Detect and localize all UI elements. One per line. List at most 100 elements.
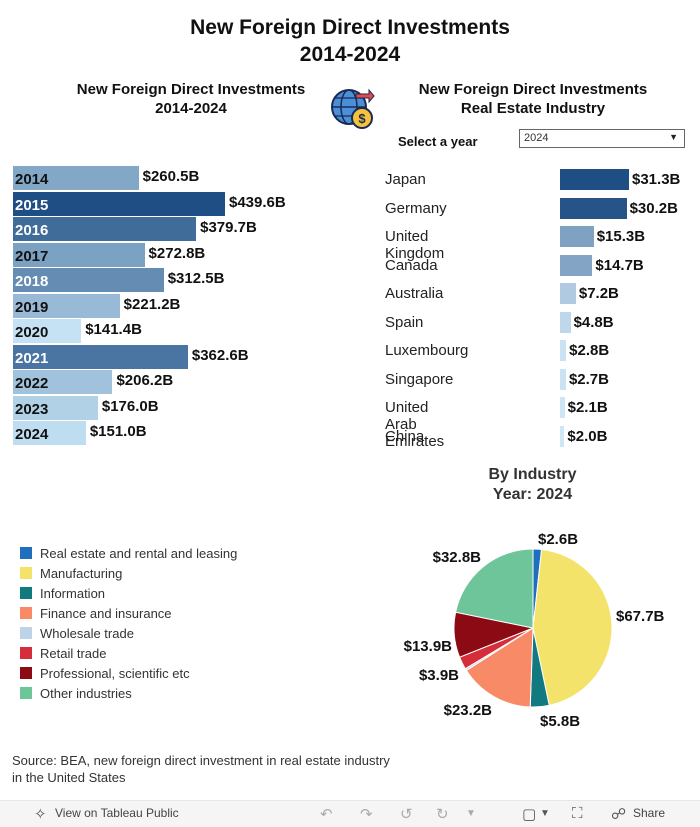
pie-slice[interactable] xyxy=(465,627,534,708)
legend-label: Professional, scientific etc xyxy=(40,665,190,681)
country-label: Luxembourg xyxy=(385,342,469,359)
country-bar[interactable] xyxy=(560,368,566,390)
year-dropdown-value: 2024 xyxy=(524,132,549,144)
right-chart-title-line1: New Foreign Direct Investments xyxy=(418,81,648,98)
legend-item[interactable]: Real estate and rental and leasing xyxy=(20,543,237,563)
pie-value-label: $5.8B xyxy=(540,713,580,730)
bar-2018[interactable] xyxy=(13,268,164,292)
country-value-label: $14.7B xyxy=(595,256,644,274)
pie-chart-title: By Industry Year: 2024 xyxy=(430,465,635,505)
fullscreen-icon[interactable]: ⛶ xyxy=(572,805,583,822)
legend-item[interactable]: Information xyxy=(20,583,237,603)
year-dropdown[interactable]: 2024 ▼ xyxy=(519,129,685,148)
bar-value-label: $176.0B xyxy=(101,397,159,415)
country-value-label: $30.2B xyxy=(629,199,678,217)
dashboard-title: New Foreign Direct Investments 2014-2024 xyxy=(0,14,700,68)
refresh-menu-chevron-down-icon[interactable]: ▼ xyxy=(466,808,476,819)
country-bar[interactable] xyxy=(560,283,576,304)
bar-year-label: 2024 xyxy=(15,426,49,443)
pie-slice[interactable] xyxy=(455,548,534,629)
country-bar[interactable] xyxy=(560,254,593,276)
bar-2022[interactable] xyxy=(13,370,113,394)
legend-item[interactable]: Manufacturing xyxy=(20,563,237,583)
country-bar[interactable] xyxy=(560,311,571,333)
legend-item[interactable]: Retail trade xyxy=(20,643,237,663)
bar-2014[interactable] xyxy=(13,166,139,190)
pie-value-label: $23.2B xyxy=(444,702,493,719)
bar-value-label: $206.2B xyxy=(116,372,174,389)
bar-year-label: 2015 xyxy=(15,196,49,214)
country-label: United Kingdom xyxy=(385,228,445,262)
industry-legend: Real estate and rental and leasing Manufa… xyxy=(20,543,237,703)
device-menu-chevron-down-icon[interactable]: ▼ xyxy=(540,808,550,819)
legend-swatch xyxy=(20,647,32,659)
legend-item[interactable]: Wholesale trade xyxy=(20,623,237,643)
bar-value-label: $221.2B xyxy=(123,295,181,313)
legend-swatch xyxy=(20,567,32,579)
pie-value-label: $3.9B xyxy=(419,667,459,684)
revert-icon[interactable]: ↺ xyxy=(400,806,413,823)
pie-value-label: $32.8B xyxy=(433,549,482,566)
country-value-label: $2.8B xyxy=(569,342,610,359)
select-year-label: Select a year xyxy=(398,134,478,149)
country-label: China xyxy=(385,427,425,445)
country-bar[interactable] xyxy=(560,340,567,361)
legend-item[interactable]: Finance and insurance xyxy=(20,603,237,623)
bar-2023[interactable] xyxy=(13,395,98,420)
country-value-label: $31.3B xyxy=(632,171,681,188)
bar-year-label: 2018 xyxy=(15,273,49,290)
refresh-icon[interactable]: ↻ xyxy=(436,806,449,823)
bar-value-label: $272.8B xyxy=(148,244,206,262)
country-label: Japan xyxy=(385,171,426,188)
bar-2020[interactable] xyxy=(13,319,82,343)
legend-label: Information xyxy=(40,585,106,601)
legend-label: Retail trade xyxy=(40,645,107,661)
industry-pie-chart: $2.6B $67.7B $5.8B $23.2B $3.9B $13.9B $32.8B xyxy=(404,531,665,730)
legend-label: Real estate and rental and leasing xyxy=(40,545,238,561)
redo-icon[interactable]: ↷ xyxy=(360,806,373,823)
legend-swatch xyxy=(20,667,32,679)
bar-value-label: $151.0B xyxy=(89,423,147,440)
share-icon[interactable]: ☍ xyxy=(611,806,627,823)
legend-swatch xyxy=(20,607,32,619)
legend-label: Manufacturing xyxy=(40,565,123,581)
share-button[interactable]: Share xyxy=(633,806,666,820)
pie-value-label: $13.9B xyxy=(404,638,453,655)
legend-item[interactable]: Other industries xyxy=(20,683,237,703)
dropdown-arrow-icon: ▼ xyxy=(669,132,678,142)
country-label: Germany xyxy=(385,199,447,217)
bar-value-label: $260.5B xyxy=(142,168,200,185)
bar-2017[interactable] xyxy=(13,242,145,267)
globe-dollar-icon: $ xyxy=(331,88,375,129)
country-value-label: $15.3B xyxy=(596,228,646,245)
bar-2016[interactable] xyxy=(13,217,197,241)
bar-2021[interactable] xyxy=(13,344,188,369)
undo-icon[interactable]: ↶ xyxy=(320,806,333,823)
legend-item[interactable]: Professional, scientific etc xyxy=(20,663,237,683)
country-label: Spain xyxy=(385,313,424,331)
country-bar[interactable] xyxy=(560,169,629,190)
country-bar[interactable] xyxy=(560,397,565,418)
device-preview-icon[interactable]: ▢ xyxy=(522,806,537,823)
country-value-label: $4.8B xyxy=(573,313,614,331)
country-bar[interactable] xyxy=(560,197,627,219)
bar-value-label: $379.7B xyxy=(200,219,257,236)
source-line2: in the United States xyxy=(12,770,126,785)
left-chart-title-line2: 2014-2024 xyxy=(155,100,227,117)
country-value-label: $2.7B xyxy=(568,370,609,388)
bar-2015[interactable] xyxy=(13,191,225,216)
legend-swatch xyxy=(20,587,32,599)
pie-slice[interactable] xyxy=(532,548,613,706)
country-bar[interactable] xyxy=(560,425,565,447)
pie-value-label: $2.6B xyxy=(538,531,578,548)
view-on-tableau-link[interactable]: View on Tableau Public xyxy=(55,806,179,820)
bar-2024[interactable] xyxy=(13,421,86,445)
bar-value-label: $141.4B xyxy=(85,321,142,338)
country-bar[interactable] xyxy=(560,226,594,247)
country-label: Canada xyxy=(385,256,438,274)
left-chart-title: New Foreign Direct Investments 2014-2024 xyxy=(50,80,332,118)
bar-2019[interactable] xyxy=(13,293,120,318)
country-label: Australia xyxy=(385,285,444,302)
legend-swatch xyxy=(20,547,32,559)
dashboard-title-line1: New Foreign Direct Investments xyxy=(190,16,510,39)
